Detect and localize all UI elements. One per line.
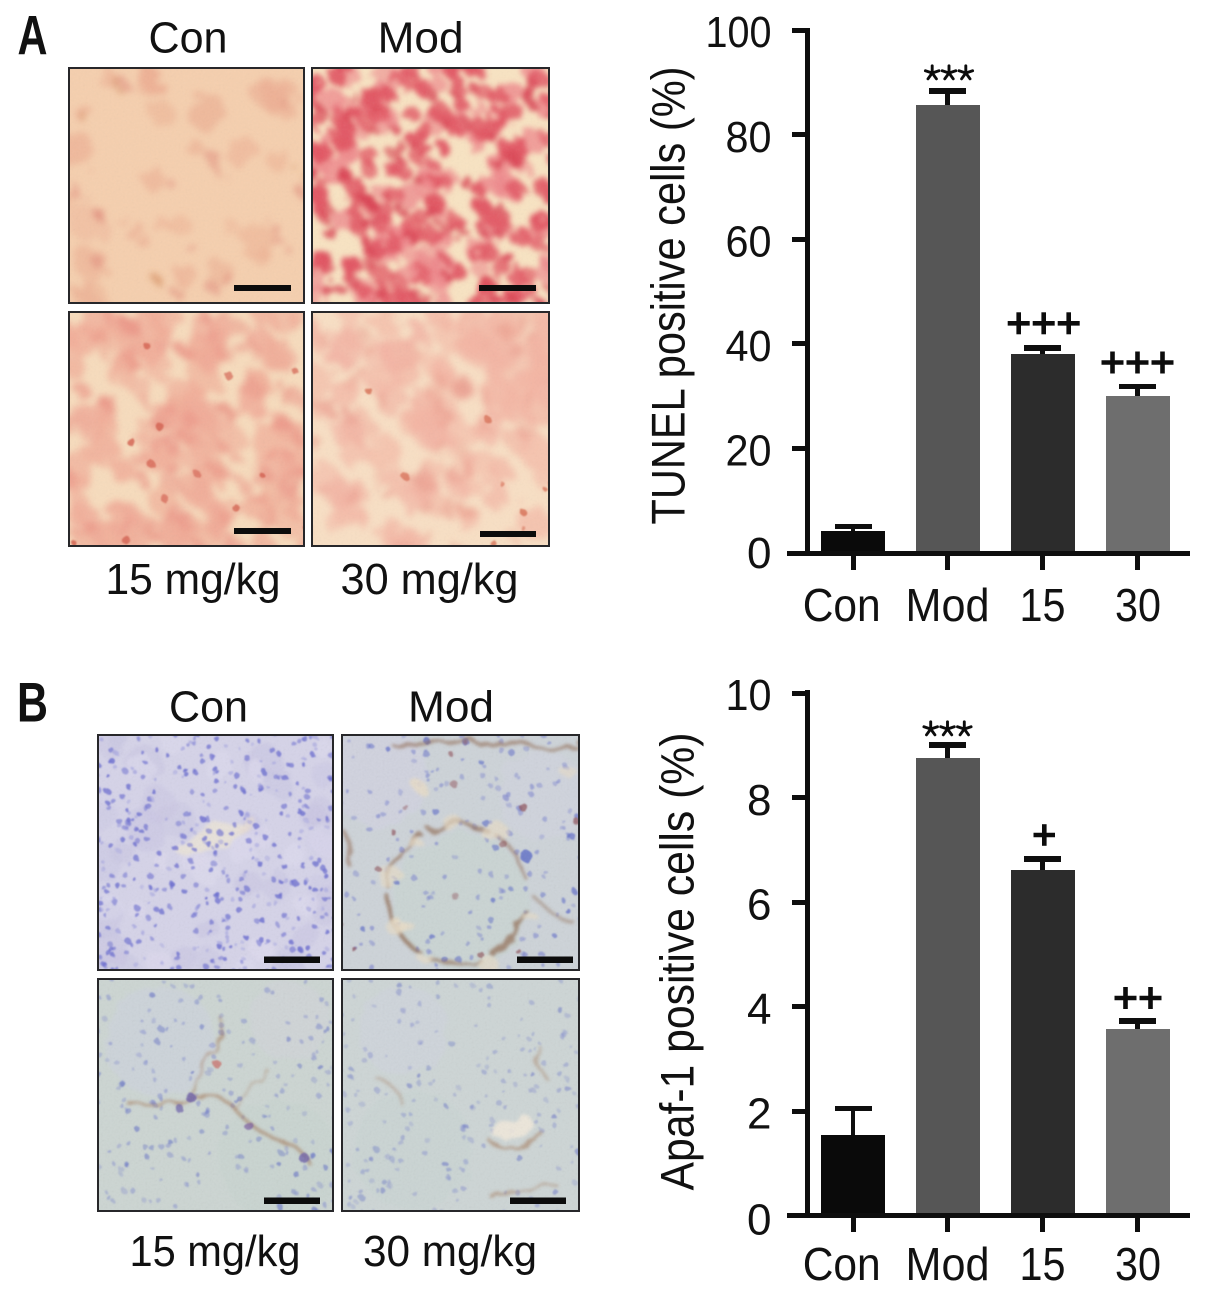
svg-text:TUNEL positive cells (%): TUNEL positive cells (%) — [641, 67, 694, 525]
svg-text:B: B — [17, 671, 48, 734]
svg-text:80: 80 — [726, 113, 772, 162]
svg-text:15: 15 — [1020, 579, 1066, 631]
svg-text:4: 4 — [747, 985, 771, 1034]
svg-text:30 mg/kg: 30 mg/kg — [341, 555, 519, 604]
svg-text:10: 10 — [726, 671, 772, 720]
svg-text:Con: Con — [803, 1238, 881, 1290]
svg-text:A: A — [18, 3, 48, 66]
svg-text:Apaf-1 positive cells (%): Apaf-1 positive cells (%) — [650, 733, 703, 1191]
svg-text:Con: Con — [149, 14, 228, 63]
svg-text:6: 6 — [747, 880, 771, 929]
svg-text:40: 40 — [726, 322, 772, 371]
svg-text:2: 2 — [747, 1090, 771, 1139]
svg-text:30 mg/kg: 30 mg/kg — [363, 1227, 537, 1276]
svg-text:Con: Con — [169, 683, 248, 732]
svg-text:15 mg/kg: 15 mg/kg — [130, 1227, 301, 1276]
svg-text:8: 8 — [747, 776, 771, 825]
svg-text:Mod: Mod — [378, 14, 464, 63]
svg-text:0: 0 — [747, 529, 771, 578]
svg-text:Con: Con — [803, 579, 881, 631]
svg-text:30: 30 — [1115, 579, 1161, 631]
svg-text:Mod: Mod — [408, 683, 494, 732]
svg-text:0: 0 — [747, 1196, 771, 1245]
svg-text:Mod: Mod — [906, 1238, 990, 1290]
svg-text:100: 100 — [706, 8, 772, 57]
svg-text:30: 30 — [1115, 1238, 1161, 1290]
svg-text:20: 20 — [726, 427, 772, 476]
svg-text:15 mg/kg: 15 mg/kg — [106, 555, 281, 604]
svg-text:Mod: Mod — [906, 579, 990, 631]
svg-text:60: 60 — [726, 217, 772, 266]
svg-text:15: 15 — [1020, 1238, 1066, 1290]
